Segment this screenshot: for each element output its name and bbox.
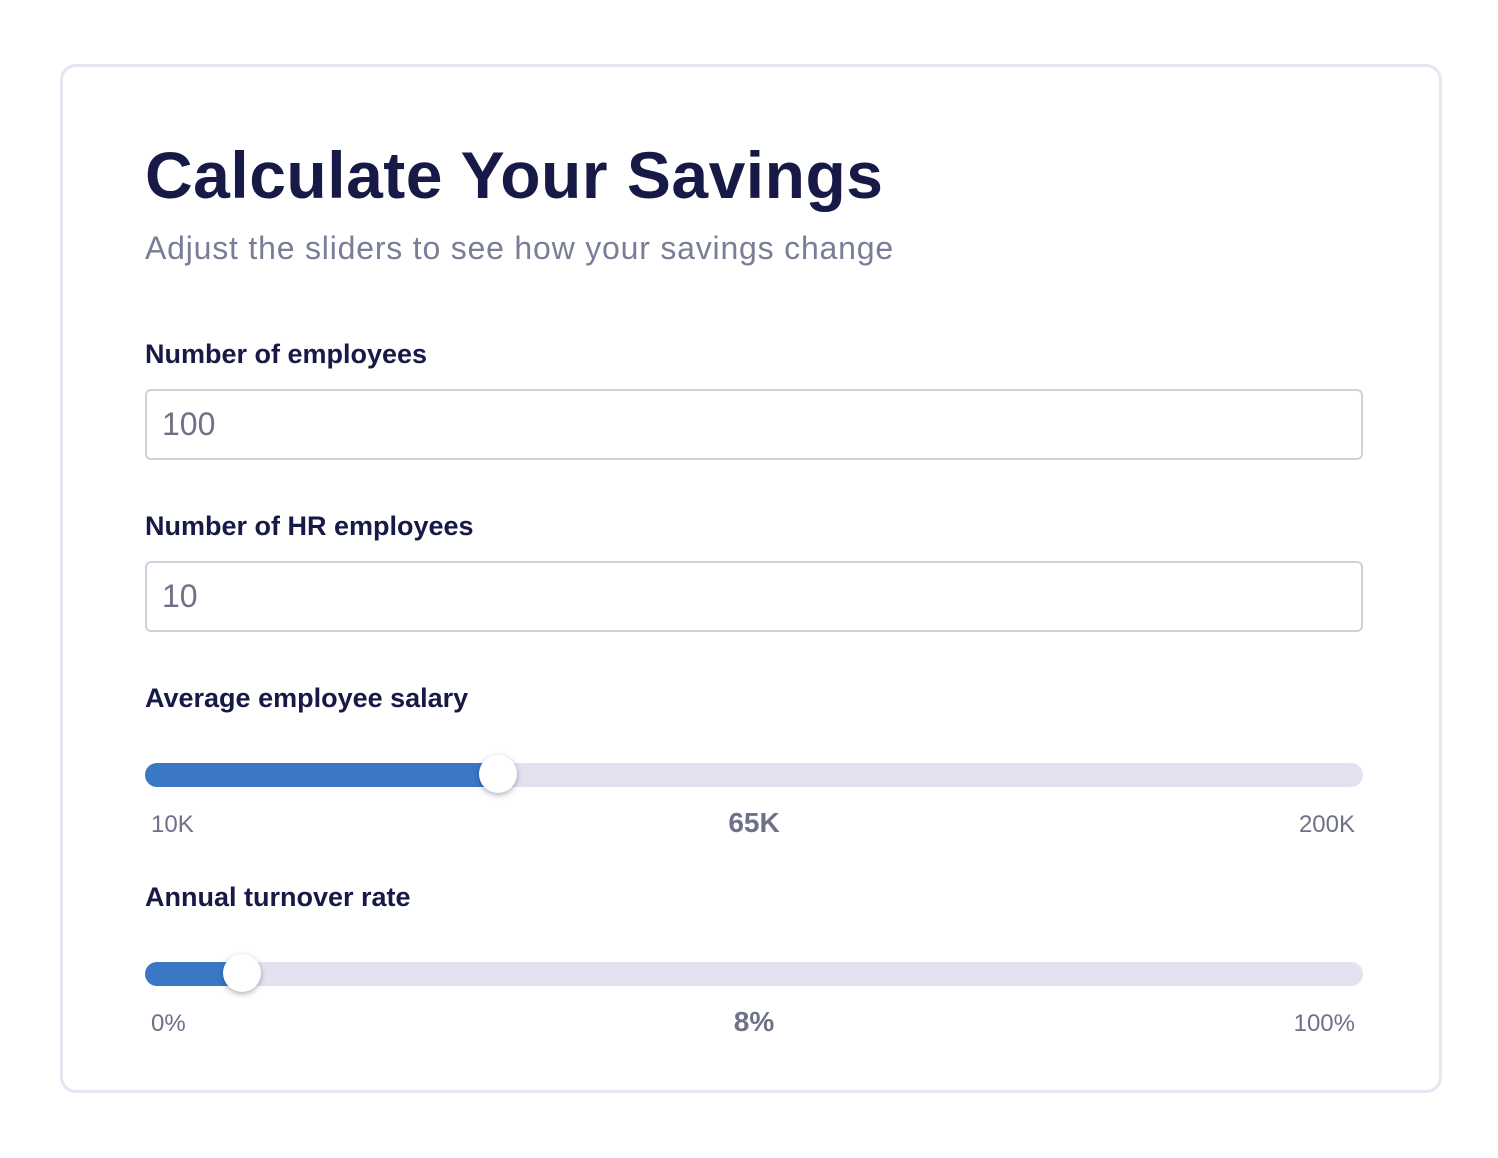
hr-employees-label: Number of HR employees xyxy=(145,511,474,541)
hr-employees-input[interactable] xyxy=(145,561,1363,632)
employees-label: Number of employees xyxy=(145,339,428,369)
turnover-min-label: 0% xyxy=(151,1010,186,1037)
turnover-label: Annual turnover rate xyxy=(145,882,411,912)
salary-max-label: 200K xyxy=(1298,811,1355,838)
page-subtitle: Adjust the sliders to see how your savin… xyxy=(145,230,894,266)
employees-input[interactable] xyxy=(145,389,1363,460)
salary-label: Average employee salary xyxy=(145,683,469,713)
turnover-slider-track[interactable] xyxy=(145,962,1363,986)
turnover-slider[interactable]: 0% 8% 100% xyxy=(145,948,1363,1037)
salary-slider-thumb[interactable] xyxy=(479,755,517,793)
turnover-max-label: 100% xyxy=(1293,1010,1355,1037)
turnover-slider-thumb[interactable] xyxy=(223,954,261,992)
salary-slider-fill xyxy=(145,763,498,787)
salary-min-label: 10K xyxy=(151,811,194,838)
savings-calculator-card: Calculate Your Savings Adjust the slider… xyxy=(60,64,1442,1093)
page-title: Calculate Your Savings xyxy=(145,138,884,212)
salary-slider[interactable]: 10K 65K 200K xyxy=(145,749,1363,838)
salary-value-label: 65K xyxy=(728,807,780,838)
turnover-value-label: 8% xyxy=(733,1006,775,1037)
